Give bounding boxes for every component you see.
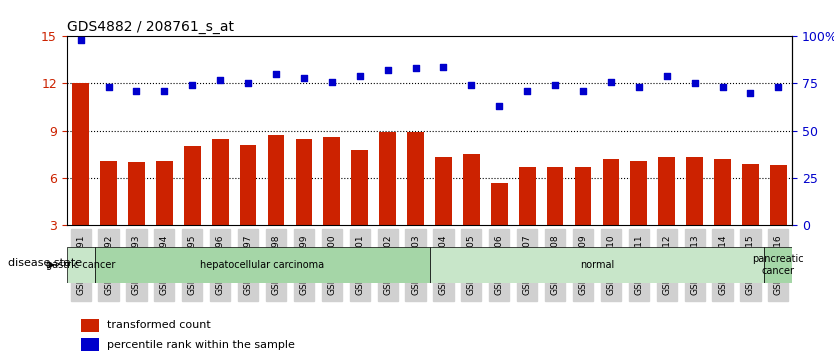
Point xyxy=(409,65,422,71)
Point xyxy=(576,88,590,94)
Bar xyxy=(128,162,145,225)
Bar xyxy=(631,160,647,225)
Bar xyxy=(379,132,396,225)
Bar xyxy=(81,338,99,351)
Point xyxy=(493,103,506,109)
Point xyxy=(186,82,199,88)
Point xyxy=(549,82,562,88)
Bar xyxy=(351,150,368,225)
Point xyxy=(381,68,394,73)
Point xyxy=(604,79,617,85)
Point xyxy=(744,90,757,96)
Bar xyxy=(212,139,229,225)
Bar xyxy=(407,132,424,225)
Point xyxy=(520,88,534,94)
Point xyxy=(130,88,143,94)
Point xyxy=(269,71,283,77)
Text: normal: normal xyxy=(580,260,614,270)
Bar xyxy=(268,135,284,225)
Bar xyxy=(714,159,731,225)
Bar xyxy=(81,319,99,332)
Text: pancreatic
cancer: pancreatic cancer xyxy=(752,254,804,276)
Bar xyxy=(184,146,201,225)
Point xyxy=(353,73,366,79)
Point xyxy=(241,81,254,86)
Bar xyxy=(435,158,452,225)
Bar xyxy=(73,83,89,225)
Bar xyxy=(602,159,620,225)
Text: GDS4882 / 208761_s_at: GDS4882 / 208761_s_at xyxy=(67,20,234,34)
Point xyxy=(465,82,478,88)
FancyBboxPatch shape xyxy=(765,247,792,283)
Point xyxy=(74,37,88,43)
FancyBboxPatch shape xyxy=(94,247,430,283)
Bar xyxy=(742,164,759,225)
Bar xyxy=(658,158,675,225)
Bar xyxy=(686,158,703,225)
Bar xyxy=(519,167,535,225)
Text: disease state: disease state xyxy=(8,258,83,268)
Bar xyxy=(575,167,591,225)
Point xyxy=(214,77,227,83)
Point xyxy=(688,81,701,86)
Point xyxy=(660,73,673,79)
Text: gastric cancer: gastric cancer xyxy=(46,260,115,270)
Point xyxy=(297,75,310,81)
FancyBboxPatch shape xyxy=(67,247,94,283)
Bar xyxy=(100,160,117,225)
Point xyxy=(632,84,646,90)
Point xyxy=(771,84,785,90)
Bar xyxy=(491,183,508,225)
FancyBboxPatch shape xyxy=(430,247,765,283)
Point xyxy=(158,88,171,94)
Text: transformed count: transformed count xyxy=(107,320,210,330)
Bar xyxy=(295,139,312,225)
Bar xyxy=(547,167,564,225)
Point xyxy=(437,64,450,69)
Bar xyxy=(156,160,173,225)
Bar xyxy=(463,154,480,225)
Bar xyxy=(239,145,257,225)
Point xyxy=(325,79,339,85)
Text: percentile rank within the sample: percentile rank within the sample xyxy=(107,340,294,350)
Bar xyxy=(770,165,786,225)
Text: hepatocellular carcinoma: hepatocellular carcinoma xyxy=(200,260,324,270)
Point xyxy=(716,84,729,90)
Bar xyxy=(324,137,340,225)
Point xyxy=(102,84,115,90)
